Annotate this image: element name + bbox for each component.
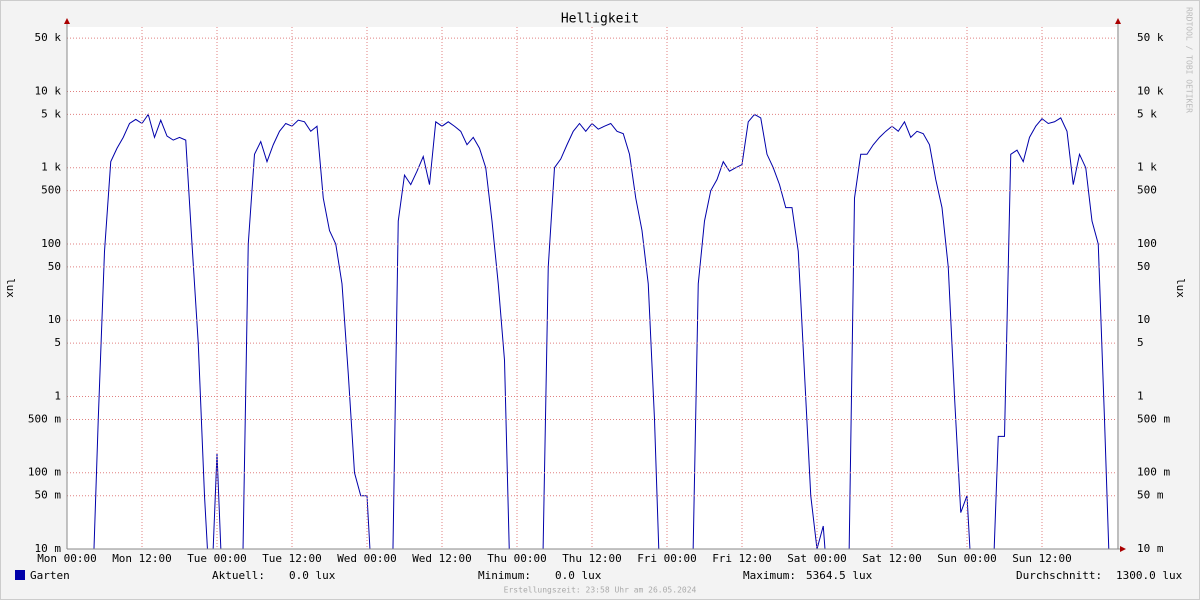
y-tick-label-right: 500	[1137, 184, 1157, 197]
y-tick-label: 1 k	[41, 161, 61, 174]
stat-label: Aktuell:	[212, 569, 265, 582]
chart-title: Helligkeit	[561, 12, 639, 27]
axis-arrow	[1115, 18, 1121, 24]
stat-value: 5364.5 lux	[806, 569, 873, 582]
y-axis-label: lux	[4, 278, 17, 298]
x-tick-label: Sat 12:00	[862, 552, 922, 565]
y-tick-label-right: 5 k	[1137, 107, 1157, 120]
x-tick-label: Thu 12:00	[562, 552, 622, 565]
y-tick-label-right: 10	[1137, 313, 1150, 326]
y-tick-label-right: 10 k	[1137, 84, 1164, 97]
x-tick-label: Mon 12:00	[112, 552, 172, 565]
y-tick-label: 500 m	[28, 412, 61, 425]
y-tick-label-right: 50 m	[1137, 489, 1164, 502]
y-tick-label-right: 500 m	[1137, 412, 1170, 425]
legend-swatch	[15, 570, 25, 580]
y-tick-label: 500	[41, 184, 61, 197]
watermark: RRDTOOL / TOBI OETIKER	[1185, 7, 1194, 113]
y-tick-label: 100 m	[28, 466, 61, 479]
x-tick-label: Sun 12:00	[1012, 552, 1072, 565]
x-tick-label: Fri 00:00	[637, 552, 697, 565]
x-tick-label: Tue 12:00	[262, 552, 322, 565]
y-tick-label: 10 m	[35, 542, 62, 555]
y-tick-label: 50 m	[35, 489, 62, 502]
x-tick-label: Wed 00:00	[337, 552, 397, 565]
y-tick-label-right: 50 k	[1137, 31, 1164, 44]
y-tick-label-right: 1 k	[1137, 161, 1157, 174]
axis-arrow	[1120, 546, 1126, 552]
footer: Erstellungszeit: 23:58 Uhr am 26.05.2024	[504, 586, 697, 595]
stat-value: 0.0 lux	[555, 569, 602, 582]
y-tick-label: 1	[54, 389, 61, 402]
legend-label: Garten	[30, 569, 70, 582]
y-tick-label-right: 1	[1137, 389, 1144, 402]
stat-label: Maximum:	[743, 569, 796, 582]
x-tick-label: Mon 00:00	[37, 552, 97, 565]
x-tick-label: Fri 12:00	[712, 552, 772, 565]
y-tick-label: 100	[41, 237, 61, 250]
x-tick-label: Sun 00:00	[937, 552, 997, 565]
axis-arrow	[64, 18, 70, 24]
y-tick-label: 5 k	[41, 107, 61, 120]
x-tick-label: Thu 00:00	[487, 552, 547, 565]
y-tick-label: 10	[48, 313, 61, 326]
y-tick-label-right: 50	[1137, 260, 1150, 273]
y-axis-label-right: lux	[1174, 278, 1187, 298]
y-tick-label: 10 k	[35, 84, 62, 97]
y-tick-label-right: 100 m	[1137, 466, 1170, 479]
x-tick-label: Tue 00:00	[187, 552, 247, 565]
y-tick-label: 5	[54, 336, 61, 349]
y-tick-label-right: 100	[1137, 237, 1157, 250]
stat-value: 1300.0 lux	[1116, 569, 1183, 582]
y-tick-label-right: 10 m	[1137, 542, 1164, 555]
stat-label: Durchschnitt:	[1016, 569, 1102, 582]
stat-label: Minimum:	[478, 569, 531, 582]
y-tick-label-right: 5	[1137, 336, 1144, 349]
y-tick-label: 50 k	[35, 31, 62, 44]
x-tick-label: Sat 00:00	[787, 552, 847, 565]
stat-value: 0.0 lux	[289, 569, 336, 582]
x-tick-label: Wed 12:00	[412, 552, 472, 565]
y-tick-label: 50	[48, 260, 61, 273]
